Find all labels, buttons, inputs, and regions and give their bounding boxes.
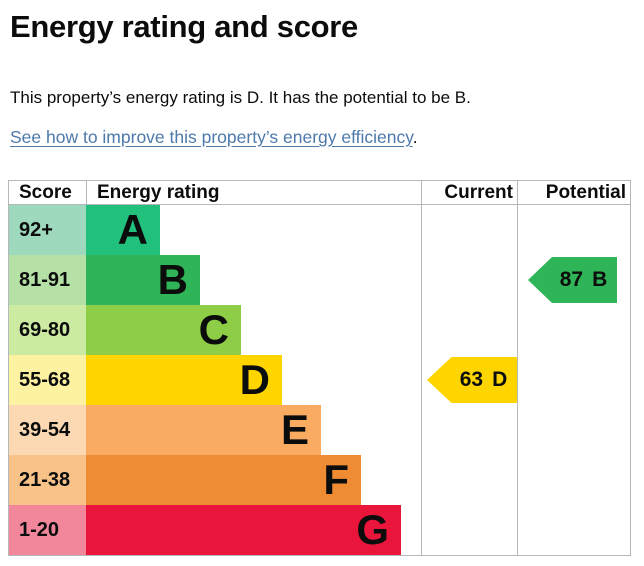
- band-row: 1-20 G: [9, 505, 630, 555]
- page-title: Energy rating and score: [10, 9, 358, 44]
- link-suffix: .: [412, 127, 418, 147]
- band-letter: F: [323, 456, 349, 503]
- rating-bar-cell: D: [86, 355, 421, 405]
- score-range-label: 55-68: [19, 368, 71, 391]
- current-column-cell: [421, 405, 517, 455]
- rating-bar: D: [86, 355, 282, 405]
- current-arrow: 63 D: [427, 357, 518, 403]
- score-range-cell: 1-20: [9, 505, 86, 555]
- improve-line: See how to improve this property’s energ…: [10, 127, 636, 147]
- band-row: 21-38 F: [9, 455, 630, 505]
- rating-bar-cell: C: [86, 305, 421, 355]
- header-energy-rating: Energy rating: [86, 181, 421, 204]
- band-letter: A: [117, 206, 148, 253]
- summary-text: This property’s energy rating is D. It h…: [10, 88, 471, 107]
- score-range-cell: 55-68: [9, 355, 86, 405]
- improve-efficiency-link[interactable]: See how to improve this property’s energ…: [10, 127, 413, 147]
- potential-column-cell: [517, 405, 630, 455]
- header-current: Current: [421, 181, 517, 204]
- score-range-label: 39-54: [19, 418, 71, 441]
- band-row: 55-68 D 63 D: [9, 355, 630, 405]
- potential-column-cell: [517, 305, 630, 355]
- score-range-label: 1-20: [19, 518, 60, 541]
- chart-header-row: Score Energy rating Current Potential: [9, 181, 630, 205]
- header-potential: Potential: [517, 181, 630, 204]
- score-range-label: 92+: [19, 218, 53, 241]
- current-score-value: 63: [459, 368, 484, 391]
- rating-bar: F: [86, 455, 361, 505]
- score-range-label: 69-80: [19, 318, 71, 341]
- score-range-label: 81-91: [19, 268, 71, 291]
- rating-bar-cell: E: [86, 405, 421, 455]
- potential-arrow: 87 B: [528, 257, 617, 303]
- rating-bar: G: [86, 505, 401, 555]
- rating-bar-cell: G: [86, 505, 421, 555]
- current-column-cell: [421, 255, 517, 305]
- rating-bar-cell: F: [86, 455, 421, 505]
- current-column-cell: [421, 205, 517, 255]
- current-band-letter: D: [492, 368, 508, 391]
- band-letter: C: [198, 306, 229, 353]
- band-letter: E: [280, 406, 309, 453]
- header-score: Score: [19, 181, 72, 203]
- rating-bar: E: [86, 405, 321, 455]
- potential-column-cell: [517, 205, 630, 255]
- rating-bar: B: [86, 255, 200, 305]
- potential-score-value: 87: [559, 268, 584, 291]
- score-range-cell: 69-80: [9, 305, 86, 355]
- rating-bar: A: [86, 205, 160, 255]
- band-row: 92+ A: [9, 205, 630, 255]
- band-row: 69-80 C: [9, 305, 630, 355]
- current-column-cell: [421, 305, 517, 355]
- potential-column-cell: 87 B: [517, 255, 630, 305]
- energy-rating-chart: Score Energy rating Current Potential 92…: [8, 180, 631, 556]
- rating-bar: C: [86, 305, 241, 355]
- chart-body: 92+ A 81-91 B 87 B 69-80 C: [9, 205, 630, 555]
- current-column-cell: [421, 455, 517, 505]
- band-letter: B: [157, 256, 188, 303]
- band-letter: G: [356, 506, 389, 553]
- score-range-cell: 92+: [9, 205, 86, 255]
- rating-bar-cell: B: [86, 255, 421, 305]
- score-range-cell: 81-91: [9, 255, 86, 305]
- potential-column-cell: [517, 505, 630, 555]
- rating-bar-cell: A: [86, 205, 421, 255]
- current-column-cell: 63 D: [421, 355, 518, 405]
- band-row: 39-54 E: [9, 405, 630, 455]
- band-row: 81-91 B 87 B: [9, 255, 630, 305]
- score-range-cell: 39-54: [9, 405, 86, 455]
- potential-column-cell: [517, 355, 630, 405]
- potential-band-letter: B: [592, 268, 608, 291]
- score-range-label: 21-38: [19, 468, 71, 491]
- potential-column-cell: [517, 455, 630, 505]
- band-letter: D: [239, 356, 270, 403]
- score-range-cell: 21-38: [9, 455, 86, 505]
- current-column-cell: [421, 505, 517, 555]
